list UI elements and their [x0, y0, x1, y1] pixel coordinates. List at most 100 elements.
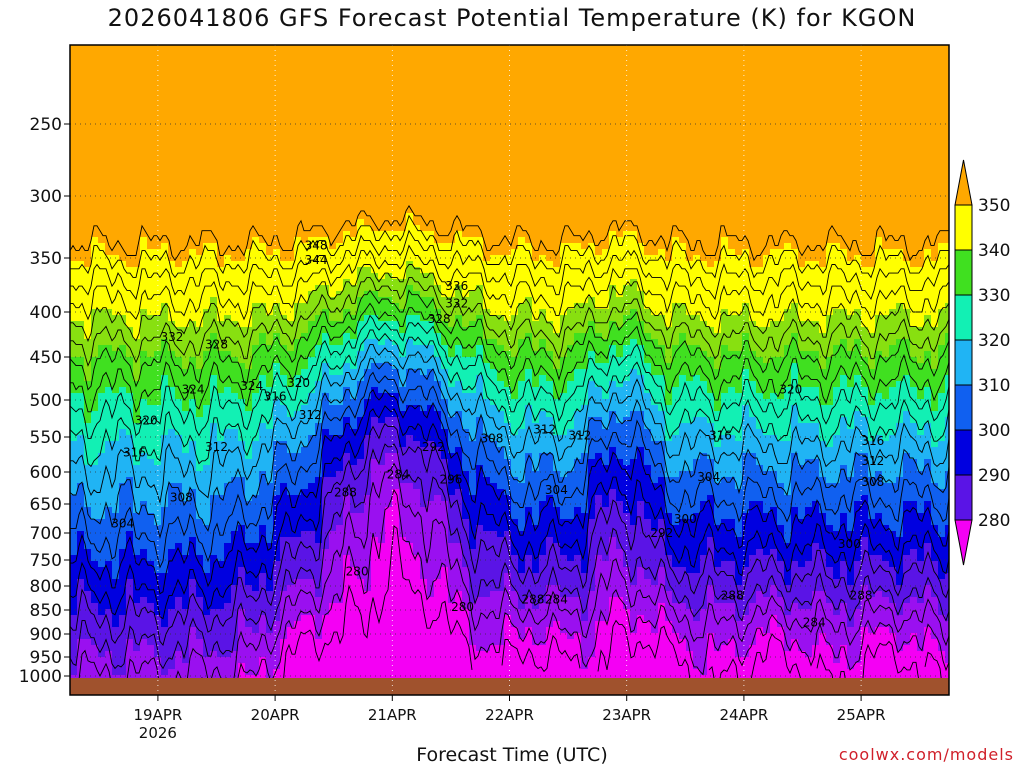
- field-cell: [336, 51, 344, 58]
- field-cell: [126, 159, 134, 166]
- field-cell: [238, 135, 246, 142]
- field-cell: [196, 633, 204, 640]
- field-cell: [315, 81, 323, 88]
- field-cell: [350, 99, 358, 106]
- field-cell: [98, 387, 106, 394]
- field-cell: [217, 57, 225, 64]
- field-cell: [105, 327, 113, 334]
- field-cell: [329, 51, 337, 58]
- field-cell: [252, 237, 260, 244]
- field-cell: [126, 69, 134, 76]
- field-cell: [77, 303, 85, 310]
- field-cell: [371, 447, 379, 454]
- field-cell: [182, 135, 190, 142]
- field-cell: [238, 585, 246, 592]
- field-cell: [175, 123, 183, 130]
- field-cell: [161, 573, 169, 580]
- field-cell: [252, 363, 260, 370]
- field-cell: [224, 111, 232, 118]
- field-cell: [259, 231, 267, 238]
- field-cell: [133, 267, 141, 274]
- field-cell: [84, 147, 92, 154]
- field-cell: [315, 45, 323, 52]
- field-cell: [280, 87, 288, 94]
- field-cell: [315, 501, 323, 508]
- field-cell: [119, 639, 127, 646]
- field-cell: [371, 105, 379, 112]
- field-cell: [308, 543, 316, 550]
- field-cell: [119, 411, 127, 418]
- field-cell: [224, 165, 232, 172]
- field-cell: [105, 219, 113, 226]
- field-cell: [217, 207, 225, 214]
- field-cell: [385, 399, 393, 406]
- field-cell: [280, 159, 288, 166]
- field-cell: [273, 231, 281, 238]
- field-cell: [140, 303, 148, 310]
- field-cell: [371, 183, 379, 190]
- field-cell: [350, 495, 358, 502]
- field-cell: [329, 513, 337, 520]
- field-cell: [224, 417, 232, 424]
- field-cell: [182, 513, 190, 520]
- field-cell: [126, 177, 134, 184]
- field-cell: [385, 309, 393, 316]
- field-cell: [77, 99, 85, 106]
- field-cell: [91, 321, 99, 328]
- field-cell: [287, 285, 295, 292]
- field-cell: [147, 423, 155, 430]
- field-cell: [161, 417, 169, 424]
- field-cell: [364, 255, 372, 262]
- field-cell: [112, 369, 120, 376]
- field-cell: [112, 87, 120, 94]
- field-cell: [161, 201, 169, 208]
- field-cell: [203, 489, 211, 496]
- field-cell: [357, 213, 365, 220]
- field-cell: [189, 657, 197, 664]
- field-cell: [259, 381, 267, 388]
- field-cell: [133, 93, 141, 100]
- field-cell: [119, 273, 127, 280]
- field-cell: [287, 189, 295, 196]
- field-cell: [266, 129, 274, 136]
- field-cell: [210, 597, 218, 604]
- field-cell: [77, 543, 85, 550]
- field-cell: [385, 171, 393, 178]
- field-cell: [385, 291, 393, 298]
- field-cell: [126, 471, 134, 478]
- field-cell: [287, 201, 295, 208]
- field-cell: [140, 603, 148, 610]
- field-cell: [238, 543, 246, 550]
- field-cell: [238, 399, 246, 406]
- field-cell: [77, 249, 85, 256]
- field-cell: [203, 513, 211, 520]
- field-cell: [203, 255, 211, 262]
- field-cell: [294, 117, 302, 124]
- field-cell: [350, 453, 358, 460]
- field-cell: [371, 507, 379, 514]
- field-cell: [329, 363, 337, 370]
- field-cell: [364, 369, 372, 376]
- field-cell: [308, 177, 316, 184]
- field-cell: [70, 441, 78, 448]
- field-cell: [336, 633, 344, 640]
- field-cell: [273, 597, 281, 604]
- field-cell: [210, 645, 218, 652]
- field-cell: [112, 495, 120, 502]
- field-cell: [189, 195, 197, 202]
- field-cell: [273, 663, 281, 670]
- field-cell: [343, 63, 351, 70]
- field-cell: [287, 489, 295, 496]
- field-cell: [140, 273, 148, 280]
- field-cell: [91, 579, 99, 586]
- field-cell: [378, 255, 386, 262]
- field-cell: [273, 63, 281, 70]
- field-cell: [112, 345, 120, 352]
- field-cell: [273, 453, 281, 460]
- field-cell: [182, 423, 190, 430]
- field-cell: [70, 477, 78, 484]
- field-cell: [147, 267, 155, 274]
- field-cell: [189, 603, 197, 610]
- field-cell: [329, 405, 337, 412]
- field-cell: [259, 339, 267, 346]
